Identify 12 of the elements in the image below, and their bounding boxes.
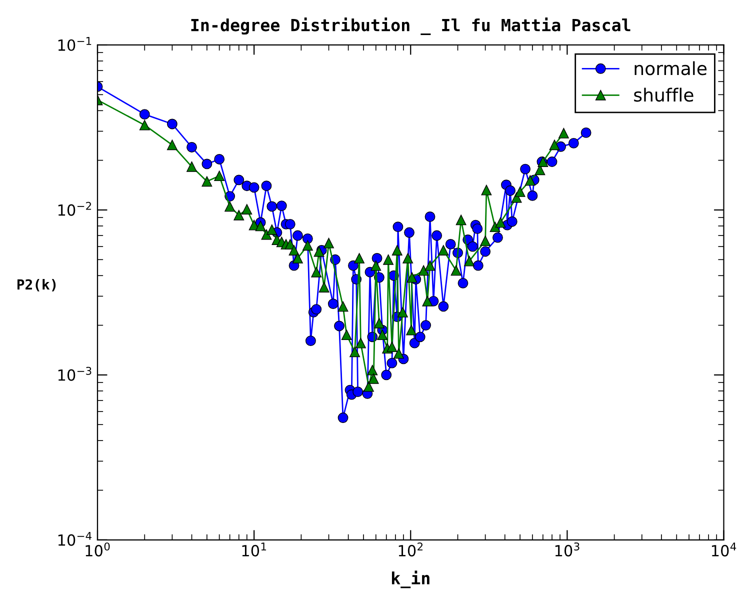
y-tick-label: 10$^{−2}$ xyxy=(58,202,92,216)
y-tick-label: 10$^{−3}$ xyxy=(58,366,92,381)
legend-label: normale xyxy=(634,61,707,76)
y-tick-label: 10$^{−1}$ xyxy=(58,37,92,51)
x-axis-title: k_in xyxy=(392,570,430,588)
legend-label: shuffle xyxy=(634,88,694,102)
x-tick-label: 10$^{2}$ xyxy=(398,542,422,556)
y-axis-title: P2(k) xyxy=(17,279,56,292)
chart-title: In-degree Distribution _ Il fu Mattia Pascal xyxy=(191,18,630,36)
x-tick-label: 10$^{1}$ xyxy=(242,542,266,556)
x-tick-label: 10$^{4}$ xyxy=(712,542,736,556)
x-tick-label: 10$^{3}$ xyxy=(555,542,580,556)
